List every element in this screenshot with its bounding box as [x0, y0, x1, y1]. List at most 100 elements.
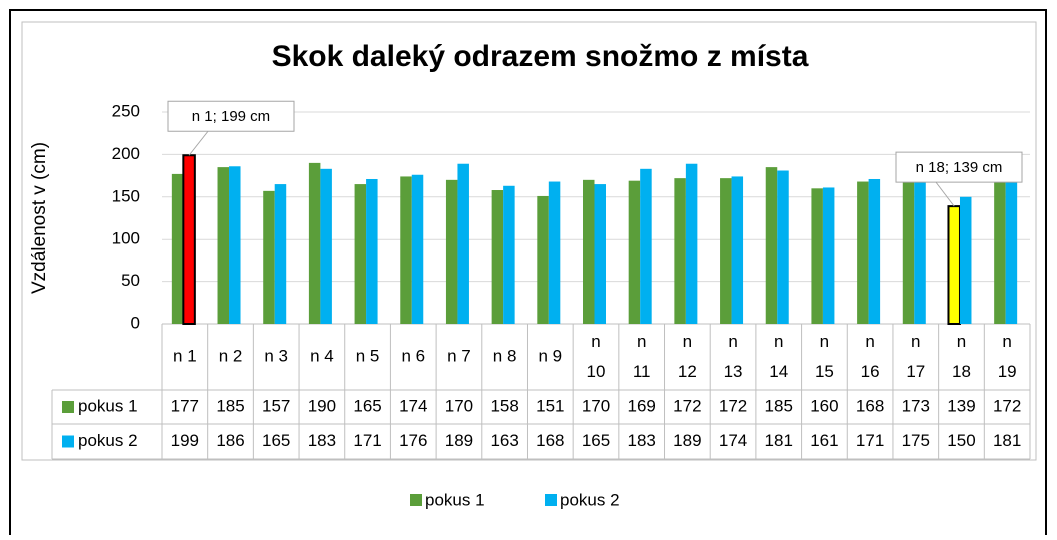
bar	[994, 178, 1006, 324]
y-tick-label: 200	[112, 144, 140, 163]
bar	[171, 173, 184, 324]
x-tick-label: n 5	[356, 346, 380, 365]
y-axis-title: Vzdálenost v (cm)	[29, 142, 50, 294]
legend-label: pokus 2	[560, 490, 620, 509]
bar	[594, 184, 606, 324]
table-series-name: pokus 2	[78, 431, 138, 450]
table-value: 168	[536, 431, 564, 450]
x-tick-label: n 8	[493, 346, 517, 365]
legend-key	[410, 494, 422, 506]
bar	[628, 180, 641, 324]
table-value: 157	[262, 396, 290, 415]
bar	[457, 163, 469, 324]
table-legend-key	[62, 435, 74, 448]
table-value: 186	[216, 431, 244, 450]
bar	[320, 168, 332, 324]
table-value: 171	[353, 431, 381, 450]
table-value: 174	[399, 396, 427, 415]
table-value: 183	[627, 431, 655, 450]
x-tick-label: n 12	[678, 332, 697, 381]
table-value: 181	[993, 431, 1021, 450]
callout-label: n 1; 199 cm	[192, 108, 270, 125]
bar	[959, 196, 972, 324]
table-value: 172	[673, 396, 701, 415]
bar	[366, 178, 378, 324]
table-value: 163	[490, 431, 518, 450]
bar	[263, 190, 275, 324]
bar	[400, 176, 412, 324]
outer-frame	[9, 9, 1047, 535]
bar	[811, 188, 823, 324]
bar	[765, 167, 778, 324]
callout-leader	[935, 181, 955, 207]
x-tick-label: n 10	[587, 332, 606, 381]
chart-title: Skok daleký odrazem snožmo z místa	[272, 40, 809, 73]
callout-box	[895, 151, 1023, 183]
x-tick-label: n 19	[998, 332, 1017, 381]
y-tick-label: 100	[112, 229, 140, 248]
bar	[583, 179, 595, 324]
table-value: 185	[216, 396, 244, 415]
bar	[1005, 170, 1018, 324]
bar	[640, 168, 652, 324]
bar	[674, 178, 686, 324]
table-value: 170	[445, 396, 473, 415]
bar	[777, 170, 789, 324]
table-value: 161	[810, 431, 838, 450]
bar	[503, 185, 515, 324]
x-tick-label: n 4	[310, 346, 334, 365]
x-tick-label: n 9	[538, 346, 562, 365]
table-value: 165	[582, 431, 610, 450]
x-tick-label: n 15	[815, 332, 834, 381]
table-value: 150	[947, 431, 975, 450]
x-tick-label: n 7	[447, 346, 471, 365]
table-value: 189	[445, 431, 473, 450]
bar	[537, 195, 549, 324]
bar	[902, 177, 915, 324]
y-tick-label: 0	[131, 313, 140, 332]
table-value: 177	[171, 396, 199, 415]
table-value: 160	[810, 396, 838, 415]
bar	[914, 175, 926, 324]
table-value: 172	[719, 396, 747, 415]
bar	[491, 190, 504, 324]
x-tick-label: n 1	[173, 346, 197, 365]
table-value: 190	[308, 396, 336, 415]
legend-key	[545, 494, 557, 506]
x-tick-label: n 18	[952, 332, 971, 381]
x-tick-label: n 11	[633, 332, 651, 381]
bar	[274, 184, 287, 324]
table-value: 176	[399, 431, 427, 450]
bar	[731, 176, 744, 324]
bar	[857, 181, 869, 324]
table-value: 183	[308, 431, 336, 450]
bar	[947, 205, 961, 326]
x-tick-label: n 16	[861, 332, 880, 381]
bar	[229, 166, 241, 324]
y-tick-label: 250	[112, 101, 140, 120]
bar	[182, 154, 196, 325]
table-value: 185	[765, 396, 793, 415]
x-tick-label: n 17	[906, 332, 925, 381]
table-value: 181	[765, 431, 793, 450]
table-value: 189	[673, 431, 701, 450]
bar	[868, 178, 881, 324]
table-value: 151	[536, 396, 564, 415]
bar	[308, 162, 321, 324]
y-tick-label: 50	[121, 271, 140, 290]
table-value: 168	[856, 396, 884, 415]
table-value: 175	[902, 431, 930, 450]
x-tick-label: n 6	[401, 346, 425, 365]
callout-leader	[188, 130, 209, 156]
y-tick-label: 150	[112, 186, 140, 205]
table-value: 158	[490, 396, 518, 415]
x-tick-label: n 14	[769, 332, 788, 381]
callout-box	[167, 100, 295, 132]
x-tick-label: n 3	[264, 346, 288, 365]
table-value: 172	[993, 396, 1021, 415]
legend-label: pokus 1	[425, 490, 485, 509]
bar	[354, 184, 367, 324]
x-tick-label: n 13	[724, 332, 743, 381]
